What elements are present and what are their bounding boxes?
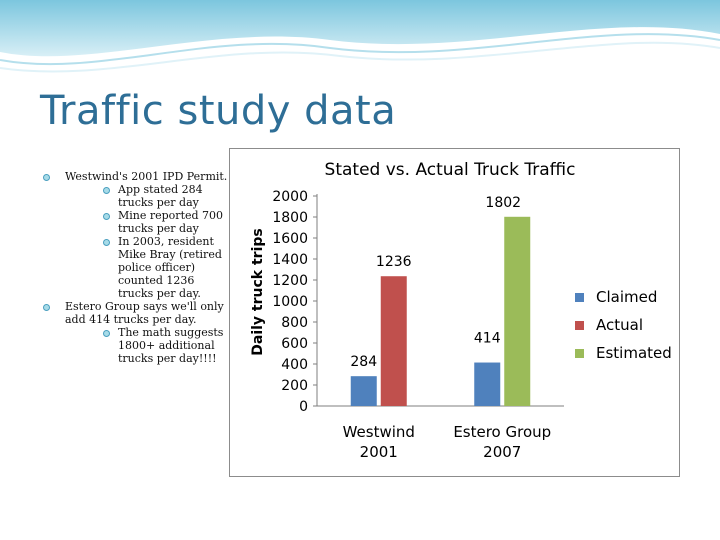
y-tick-label: 600 — [281, 336, 308, 352]
legend-label-estimated: Estimated — [596, 344, 672, 362]
bar-estimated-1 — [504, 216, 531, 406]
y-tick-label: 1600 — [272, 231, 308, 247]
sub-bullet-reported: Mine reported 700 trucks per day — [65, 209, 230, 235]
y-tick-label: 400 — [281, 357, 308, 373]
legend-swatch-claimed — [575, 293, 584, 302]
sub-bullet-counted: In 2003, resident Mike Bray (retired pol… — [65, 235, 230, 300]
sub-bullet-math: The math suggests 1800+ additional truck… — [65, 326, 230, 365]
data-label: 1236 — [376, 254, 412, 270]
slide-title: Traffic study data — [40, 88, 397, 134]
data-label: 284 — [350, 354, 377, 370]
sub-bullet-stated: App stated 284 trucks per day — [65, 183, 230, 209]
legend-label-actual: Actual — [596, 316, 643, 334]
bar-claimed-0 — [350, 376, 377, 406]
chart-title: Stated vs. Actual Truck Traffic — [325, 160, 576, 180]
y-tick-label: 2000 — [272, 189, 308, 205]
data-label: 1802 — [485, 195, 521, 211]
bar-claimed-1 — [474, 362, 501, 406]
bar-chart: Stated vs. Actual Truck Traffic Daily tr… — [250, 160, 672, 461]
y-tick-label: 1200 — [272, 273, 308, 289]
legend-swatch-estimated — [575, 349, 584, 358]
y-tick-label: 0 — [299, 399, 308, 415]
legend: Claimed Actual Estimated — [575, 288, 672, 362]
bullet-text: Westwind's 2001 IPD Permit. — [65, 170, 228, 183]
x-category-label: Westwind — [343, 423, 415, 441]
y-tick-label: 1800 — [272, 210, 308, 226]
y-tick-label: 200 — [281, 378, 308, 394]
bullet-estero-group: Estero Group says we'll only add 414 tru… — [40, 300, 230, 365]
bullet-westwind-permit: Westwind's 2001 IPD Permit. App stated 2… — [40, 170, 230, 300]
x-category-label: 2007 — [483, 443, 521, 461]
y-tick-label: 800 — [281, 315, 308, 331]
y-tick-label: 1000 — [272, 294, 308, 310]
y-tick-label: 1400 — [272, 252, 308, 268]
header-decoration — [0, 0, 720, 80]
bullet-list: Westwind's 2001 IPD Permit. App stated 2… — [40, 170, 230, 365]
bar-actual-0 — [380, 276, 407, 406]
data-label: 414 — [474, 331, 501, 347]
chart-frame: Stated vs. Actual Truck Traffic Daily tr… — [229, 148, 680, 477]
x-category-label: Estero Group — [453, 423, 551, 441]
legend-swatch-actual — [575, 321, 584, 330]
bullet-text: Estero Group says we'll only add 414 tru… — [65, 300, 224, 326]
plot-area: 0 200 400 600 800 1000 1200 1400 1600 1800 2000 Wes… — [272, 189, 564, 461]
y-axis-label: Daily truck trips — [250, 228, 266, 355]
x-category-label: 2001 — [360, 443, 398, 461]
legend-label-claimed: Claimed — [596, 288, 657, 306]
